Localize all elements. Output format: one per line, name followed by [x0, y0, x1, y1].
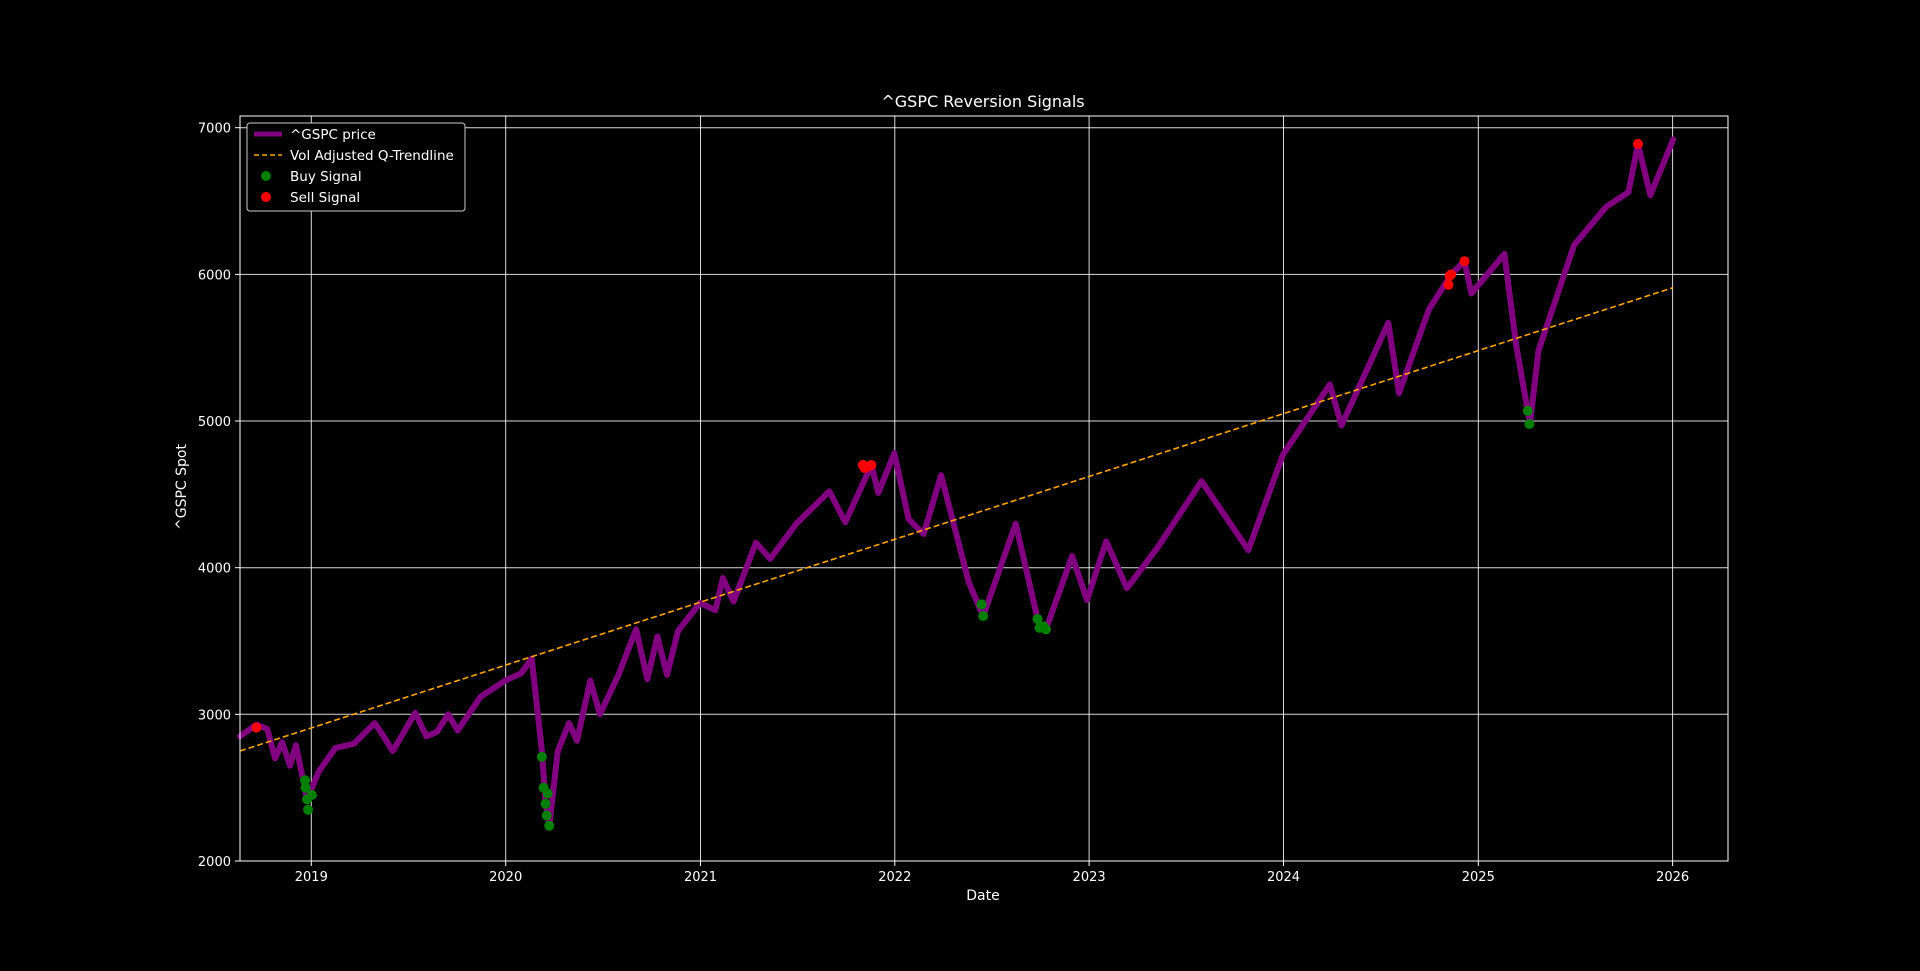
buy-signal-point — [542, 788, 553, 799]
buy-signal-point — [1522, 405, 1533, 416]
y-tick-label: 2000 — [198, 855, 231, 870]
buy-signal-point — [540, 798, 551, 809]
buy-signal-point — [544, 820, 555, 831]
series-layer — [237, 136, 1677, 829]
buy-signal-point — [300, 782, 311, 793]
x-tick-label: 2023 — [1073, 870, 1106, 885]
x-tick-label: 2021 — [684, 870, 717, 885]
plot-frame — [239, 115, 1729, 862]
sell-signal-point — [1633, 138, 1643, 149]
x-axis-label: Date — [966, 888, 999, 904]
x-tick-label: 2020 — [489, 870, 522, 885]
buy-signal-point — [1041, 624, 1051, 635]
legend-sell-label: Sell Signal — [290, 190, 360, 206]
price-series — [237, 136, 1677, 829]
legend-trendline-label: Vol Adjusted Q-Trendline — [290, 148, 454, 164]
x-tick-label: 2025 — [1462, 870, 1495, 885]
x-tick-label: 2026 — [1656, 870, 1689, 885]
y-tick-label: 5000 — [198, 415, 231, 430]
trendline-series — [239, 286, 1674, 752]
sell-signal-point — [251, 722, 262, 733]
buy-signal-point — [300, 775, 310, 786]
buy-signal-point — [1032, 614, 1043, 624]
legend-box — [246, 122, 466, 212]
x-tick-label: 2024 — [1267, 870, 1300, 885]
y-tick-label: 7000 — [198, 122, 231, 137]
sell-signal-point — [1459, 256, 1470, 267]
legend-price-label: ^GSPC price — [290, 127, 376, 143]
legend-sell-marker — [261, 192, 271, 202]
buy-signal-point — [976, 599, 987, 610]
legend-buy-marker — [261, 171, 271, 181]
buy-signal-point — [536, 751, 547, 762]
x-tick-label: 2022 — [878, 870, 911, 885]
y-axis-label: ^GSPC Spot — [174, 444, 190, 530]
signals-layer — [251, 138, 1643, 831]
legend: ^GSPC price Vol Adjusted Q-Trendline Buy… — [246, 122, 466, 212]
y-tick-label: 4000 — [198, 562, 231, 577]
sell-signal-point — [1446, 269, 1457, 280]
y-tick-label: 3000 — [198, 708, 231, 723]
x-tick-label: 2019 — [295, 870, 328, 885]
sell-signal-point — [866, 460, 877, 470]
legend-buy-label: Buy Signal — [290, 169, 362, 185]
buy-signal-point — [303, 804, 314, 815]
buy-signal-point — [1524, 419, 1535, 429]
buy-signal-point — [978, 611, 989, 622]
ticks-layer: 2019 2020 2021 2022 2023 2024 2025 2026 2000 3000… — [198, 122, 1689, 885]
sell-signal-point — [1443, 279, 1454, 290]
buy-signal-point — [306, 790, 317, 800]
y-tick-label: 6000 — [198, 268, 231, 283]
chart-title: ^GSPC Reversion Signals — [881, 92, 1084, 111]
buy-signal-point — [541, 810, 552, 821]
